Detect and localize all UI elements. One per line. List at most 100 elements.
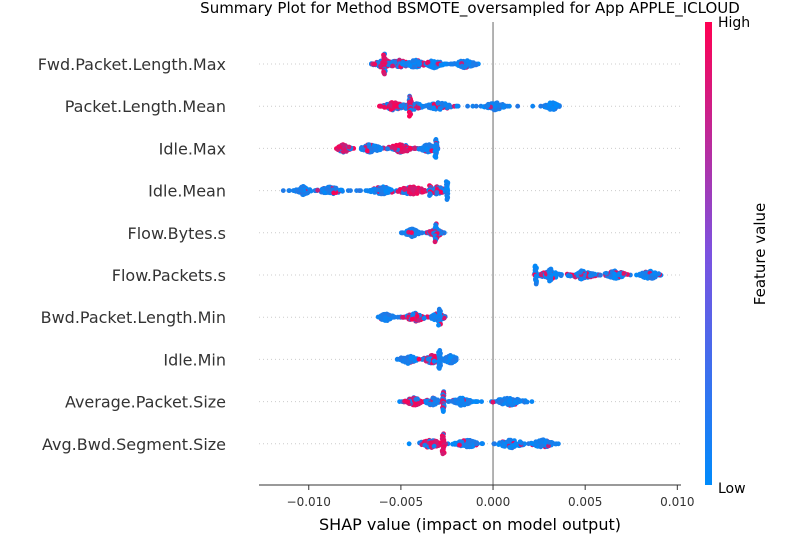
- shap-point: [497, 103, 503, 109]
- shap-point: [392, 146, 398, 152]
- shap-point: [346, 144, 352, 150]
- shap-point: [427, 193, 432, 199]
- shap-point: [444, 197, 450, 203]
- shap-point: [470, 103, 476, 109]
- shap-point: [470, 62, 476, 68]
- shap-point: [530, 103, 536, 109]
- shap-point: [539, 443, 545, 449]
- shap-point: [438, 189, 443, 195]
- shap-point: [507, 399, 513, 405]
- feature-label: Flow.Packets.s: [112, 266, 226, 285]
- shap-point: [356, 188, 362, 194]
- shap-point: [331, 190, 337, 196]
- shap-point: [336, 144, 342, 150]
- shap-point: [449, 61, 455, 67]
- feature-label: Bwd.Packet.Length.Min: [41, 308, 226, 327]
- shap-point: [382, 105, 388, 110]
- feature-labels: Fwd.Packet.Length.Max Packet.Length.Mean I…: [38, 55, 226, 454]
- shap-point: [403, 106, 409, 111]
- shap-point: [419, 230, 425, 236]
- x-ticks: −0.010 −0.005 0.000 0.005 0.010: [287, 485, 694, 509]
- shap-point: [430, 395, 436, 401]
- shap-point: [280, 188, 286, 194]
- shap-point: [598, 272, 603, 278]
- colorbar-title: Feature value: [751, 203, 769, 305]
- shap-point: [431, 105, 437, 111]
- shap-point: [359, 145, 365, 151]
- shap-point: [395, 143, 401, 149]
- shap-point: [427, 102, 432, 108]
- shap-point: [407, 113, 412, 119]
- shap-point: [441, 315, 447, 321]
- x-axis-label: SHAP value (impact on model output): [319, 515, 621, 534]
- shap-point: [479, 399, 484, 404]
- shap-point: [294, 188, 300, 194]
- shap-point: [459, 63, 465, 69]
- shap-point: [652, 270, 658, 276]
- shap-point: [366, 142, 372, 148]
- shap-point: [454, 103, 460, 109]
- shap-point: [490, 399, 496, 405]
- shap-point: [479, 441, 485, 446]
- shap-point: [401, 358, 407, 363]
- feature-label: Idle.Max: [159, 139, 226, 158]
- feature-points: [369, 51, 481, 77]
- shap-point: [411, 186, 416, 192]
- shap-point: [529, 399, 535, 404]
- shap-point: [392, 59, 398, 65]
- shap-point: [621, 271, 626, 276]
- shap-point: [298, 187, 304, 193]
- shap-point: [449, 398, 455, 404]
- colorbar-low-label: Low: [718, 481, 746, 497]
- shap-point: [637, 273, 643, 278]
- shap-point: [612, 275, 617, 280]
- feature-points: [406, 431, 561, 457]
- shap-point: [378, 103, 383, 109]
- shap-point: [425, 60, 430, 66]
- shap-point: [431, 443, 437, 449]
- shap-point: [485, 103, 491, 108]
- shap-point: [452, 440, 458, 446]
- shap-point: [411, 146, 417, 151]
- shap-point: [510, 443, 515, 448]
- colorbar: [705, 22, 712, 485]
- shap-point: [437, 366, 442, 371]
- shap-point: [426, 401, 432, 407]
- feature-label: Average.Packet.Size: [65, 393, 226, 412]
- shap-point: [550, 105, 556, 111]
- shap-point: [327, 188, 333, 194]
- shap-point: [425, 143, 431, 148]
- shap-point: [402, 148, 407, 154]
- shap-point: [546, 443, 551, 449]
- shap-point: [450, 358, 456, 364]
- x-tick-label: 0.005: [568, 495, 602, 509]
- feature-points: [532, 263, 664, 287]
- shap-point: [553, 102, 559, 108]
- chart-title: Summary Plot for Method BSMOTE_oversampl…: [200, 0, 740, 18]
- shap-point: [529, 441, 535, 446]
- shap-point: [567, 273, 573, 279]
- shap-point: [612, 271, 617, 277]
- shap-point: [463, 443, 469, 449]
- shap-point: [368, 146, 374, 152]
- shap-point: [368, 189, 374, 195]
- shap-point: [425, 356, 431, 362]
- shap-point: [407, 145, 413, 151]
- feature-label: Idle.Mean: [148, 182, 226, 201]
- shap-point: [348, 188, 353, 194]
- shap-point: [547, 278, 552, 284]
- shap-point: [410, 58, 416, 63]
- shap-point: [434, 438, 439, 444]
- shap-point: [405, 399, 411, 405]
- shap-point: [431, 59, 437, 64]
- shap-point: [408, 355, 414, 361]
- shap-point: [416, 318, 421, 323]
- shap-point: [435, 443, 441, 449]
- shap-point: [338, 187, 343, 193]
- shap-point: [386, 312, 392, 318]
- shap-point: [472, 399, 478, 404]
- shap-point: [467, 438, 473, 443]
- shap-point: [305, 190, 310, 196]
- shap-point: [413, 397, 419, 402]
